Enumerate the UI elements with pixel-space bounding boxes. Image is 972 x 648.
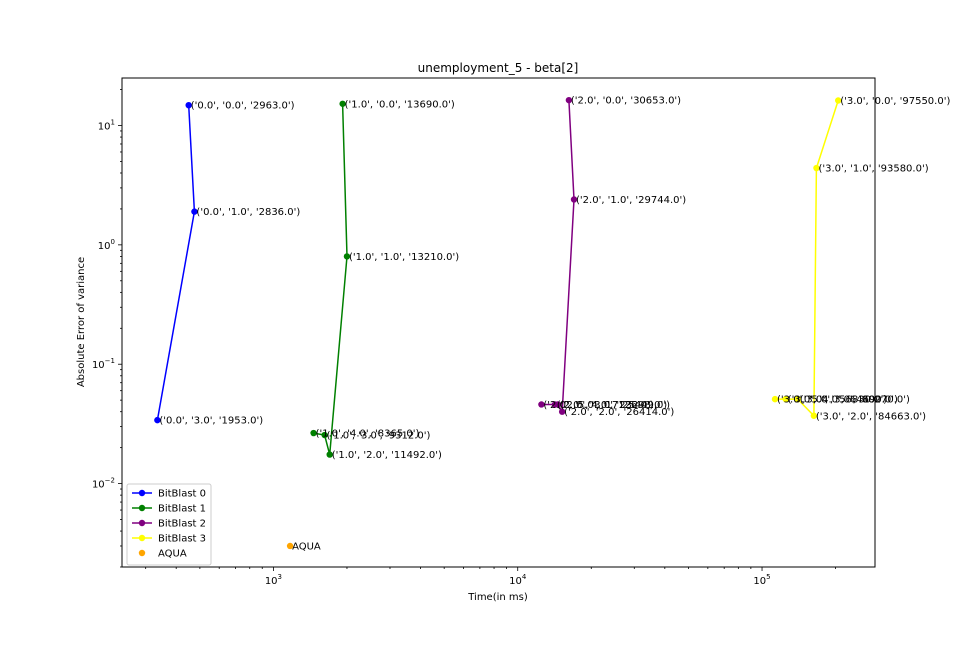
legend-marker-2	[139, 520, 145, 526]
legend-label-2: BitBlast 2	[158, 519, 206, 530]
point-label: ('1.0', '1.0', '13210.0')	[349, 252, 459, 263]
point-label: ('0.0', '3.0', '1953.0')	[159, 416, 263, 427]
point-label: ('1.0', '0.0', '13690.0')	[345, 99, 455, 110]
point-label: ('2.0', '5.0', '17126.0')	[543, 400, 653, 411]
legend-marker-4	[139, 550, 145, 556]
legend-marker-1	[139, 505, 145, 511]
legend-marker-0	[139, 490, 145, 496]
legend-label-4: AQUA	[158, 549, 187, 560]
point-label: ('0.0', '0.0', '2963.0')	[191, 101, 295, 112]
point-label: ('3.0', '2.0', '84663.0')	[816, 411, 926, 422]
legend-label-1: BitBlast 1	[158, 504, 206, 515]
point-label: ('0.0', '1.0', '2836.0')	[196, 207, 300, 218]
y-axis-label: Absolute Error of variance	[76, 257, 87, 387]
chart-title: unemployment_5 - beta[2]	[418, 61, 579, 75]
point-label: ('2.0', '1.0', '29744.0')	[576, 195, 686, 206]
legend-label-0: BitBlast 0	[158, 489, 206, 500]
legend-label-3: BitBlast 3	[158, 534, 206, 545]
legend-marker-3	[139, 535, 145, 541]
point-label: ('1.0', '4.0', '8365.0')	[316, 429, 420, 440]
legend: BitBlast 0 BitBlast 1 BitBlast 2 BitBlast 3…	[127, 484, 211, 565]
x-axis-label: Time(in ms)	[467, 592, 528, 603]
point-label: ('2.0', '0.0', '30653.0')	[571, 96, 681, 107]
point-label: ('1.0', '2.0', '11492.0')	[332, 450, 442, 461]
point-label: ('3.0', '0.0', '97550.0')	[840, 96, 950, 107]
point-label: ('3.0', '1.0', '93580.0')	[818, 164, 928, 175]
point-label: AQUA	[292, 541, 321, 552]
point-label: ('3.0', '5.0', '56830.0')	[777, 395, 887, 406]
